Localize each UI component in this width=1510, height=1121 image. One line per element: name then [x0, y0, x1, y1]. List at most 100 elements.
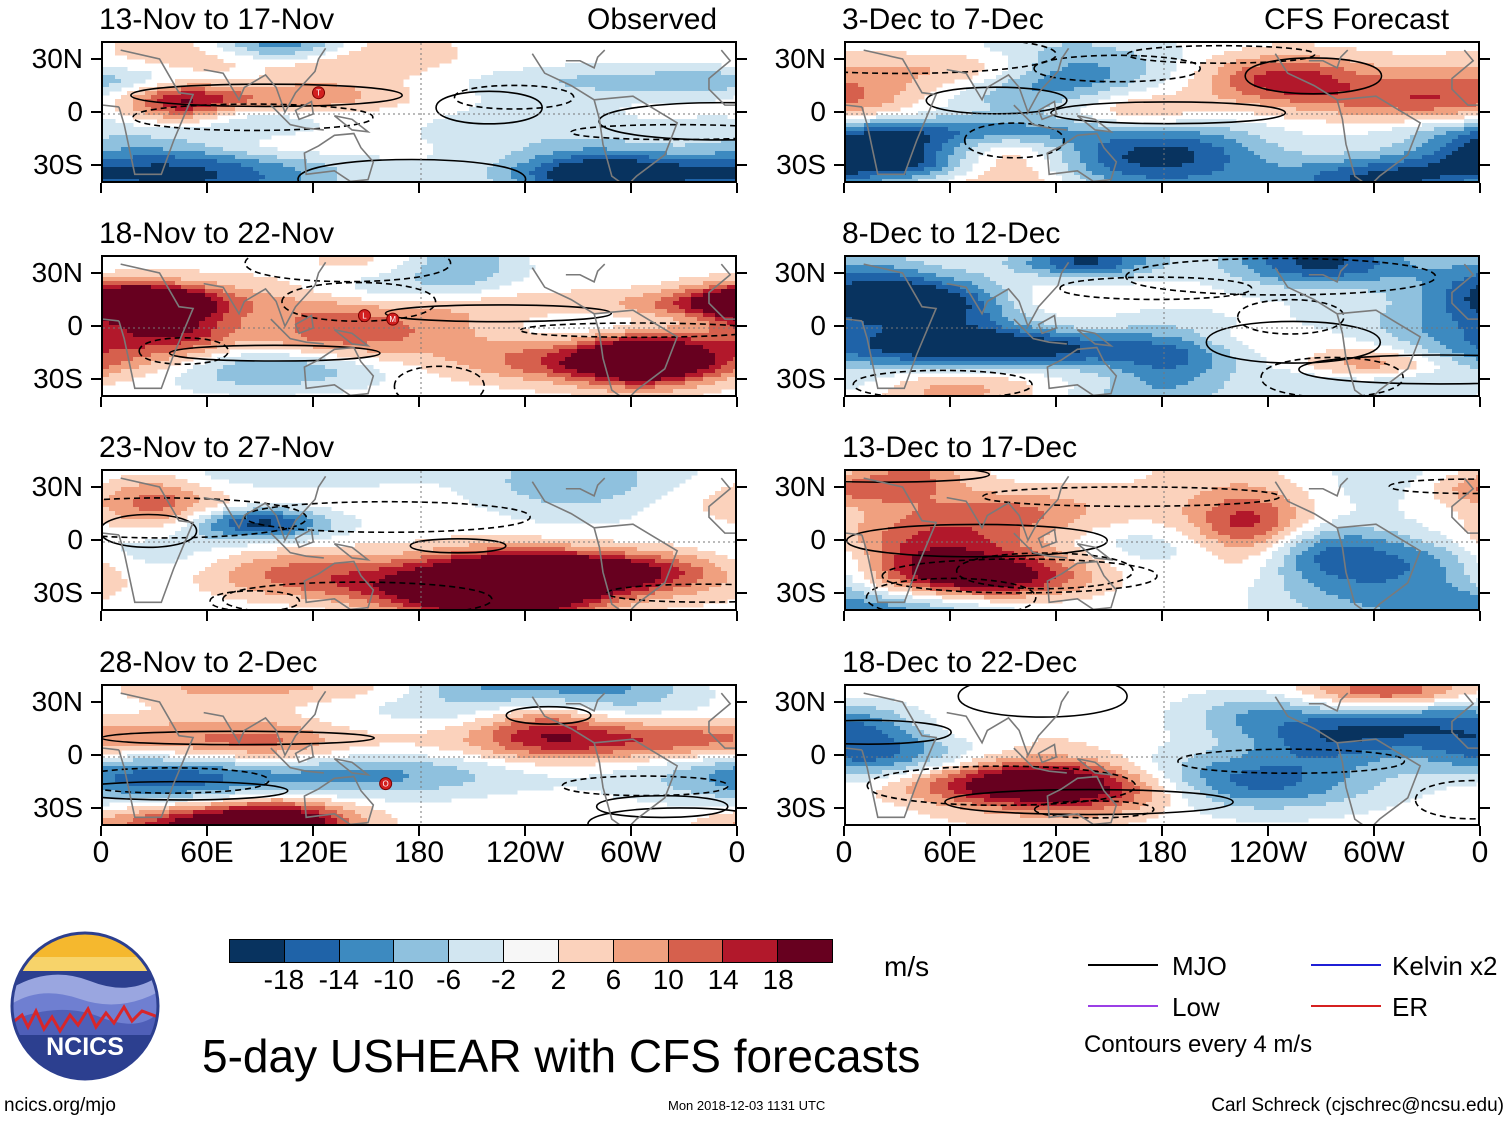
map-panel-5	[844, 41, 1480, 183]
lon-tick	[630, 611, 632, 621]
mjo-contour	[944, 788, 1234, 816]
lat-tick	[737, 378, 747, 381]
lat-tick	[737, 164, 747, 167]
map-panel-7	[844, 469, 1480, 611]
mjo-contour	[606, 583, 735, 603]
legend-swatch-low	[1088, 1005, 1158, 1007]
lon-tick	[949, 183, 951, 193]
mjo-contour	[865, 577, 1037, 609]
lon-tick	[418, 611, 420, 621]
lon-tick	[949, 826, 951, 836]
lat-tick	[834, 700, 844, 703]
lon-tick	[843, 183, 845, 193]
mjo-contour	[595, 795, 729, 819]
colorbar-swatch-6	[558, 940, 614, 962]
lat-label-0: 0	[13, 526, 83, 554]
lat-tick	[1480, 57, 1490, 60]
storm-id: T	[316, 89, 321, 98]
legend-label-low: Low	[1172, 994, 1220, 1020]
colorbar-label: 6	[606, 966, 622, 994]
lat-label-0: 0	[13, 312, 83, 340]
colorbar	[229, 939, 833, 963]
lon-tick	[1055, 611, 1057, 621]
lat-tick	[91, 325, 101, 327]
lon-label-120w: 120W	[1229, 838, 1307, 868]
lat-label-30n: 30N	[13, 687, 83, 716]
lat-tick	[91, 592, 101, 595]
mjo-contour	[957, 686, 1128, 718]
lon-tick	[100, 183, 102, 193]
mjo-contour	[981, 486, 1281, 508]
lat-tick	[91, 271, 101, 274]
lon-tick	[100, 397, 102, 407]
panel-period-1: 13-Nov to 17-Nov	[99, 5, 334, 35]
lat-tick	[834, 325, 844, 327]
colorbar-swatch-10	[778, 940, 832, 962]
colorbar-swatch-3	[394, 940, 450, 962]
shading-field	[103, 686, 735, 824]
panel-period-3: 23-Nov to 27-Nov	[99, 433, 334, 463]
map-panel-3	[101, 469, 737, 611]
lat-tick	[737, 700, 747, 703]
lon-tick	[524, 611, 526, 621]
lat-tick	[1480, 271, 1490, 274]
observed-column-label: Observed	[587, 5, 717, 35]
lon-tick	[630, 183, 632, 193]
colorbar-label: -6	[436, 966, 461, 994]
lon-tick	[630, 397, 632, 407]
lon-tick	[949, 397, 951, 407]
lat-tick	[91, 111, 101, 113]
lon-label-0: 0	[93, 838, 110, 868]
lat-label-30s: 30S	[13, 579, 83, 607]
lon-tick	[524, 826, 526, 836]
forecast-column-label: CFS Forecast	[1264, 5, 1449, 35]
lat-tick	[834, 485, 844, 488]
lon-tick	[1161, 183, 1163, 193]
lon-tick	[206, 826, 208, 836]
lon-label-60w: 60W	[1343, 838, 1405, 868]
lat-tick	[834, 164, 844, 167]
lat-tick	[1480, 485, 1490, 488]
storm-marker-l: L	[357, 309, 371, 323]
mjo-contour	[1414, 779, 1478, 820]
lat-tick	[834, 539, 844, 541]
lat-tick	[1480, 754, 1490, 756]
lat-label-30n: 30N	[13, 472, 83, 501]
panel-period-2: 18-Nov to 22-Nov	[99, 219, 334, 249]
lon-tick	[1479, 183, 1481, 193]
panel-period-8: 18-Dec to 22-Dec	[842, 648, 1077, 678]
panel-period-5: 3-Dec to 7-Dec	[842, 5, 1044, 35]
storm-marker-t: T	[312, 86, 326, 100]
colorbar-swatch-2	[339, 940, 395, 962]
storm-id: L	[362, 312, 367, 321]
lon-tick	[1267, 826, 1269, 836]
shading-field	[846, 471, 1478, 609]
lat-tick	[834, 378, 844, 381]
legend-swatch-mjo	[1088, 964, 1158, 966]
legend-label-mjo: MJO	[1172, 953, 1227, 979]
footer-timestamp: Mon 2018-12-03 1131 UTC	[668, 1098, 825, 1113]
lon-tick	[1267, 183, 1269, 193]
storm-marker-o: O	[379, 777, 393, 791]
lon-tick	[206, 611, 208, 621]
shading-field	[103, 471, 735, 609]
colorbar-swatch-1	[284, 940, 340, 962]
mjo-contour	[1298, 354, 1478, 385]
mjo-contour	[846, 719, 953, 745]
mjo-contour	[846, 523, 1108, 558]
lat-tick	[1480, 325, 1490, 327]
lat-tick	[737, 592, 747, 595]
legend-swatch-kelvin	[1311, 964, 1381, 966]
ncics-logo: NCICS	[10, 931, 160, 1081]
colorbar-swatch-7	[613, 940, 669, 962]
mjo-contour	[587, 807, 735, 824]
map-panel-4: O	[101, 684, 737, 826]
lat-tick	[834, 754, 844, 756]
shading-field	[846, 686, 1478, 824]
mjo-contour	[409, 538, 507, 554]
colorbar-swatch-5	[504, 940, 559, 962]
lat-tick	[1480, 111, 1490, 113]
colorbar-swatch-0	[230, 940, 285, 962]
lon-tick	[843, 611, 845, 621]
logo-text: NCICS	[46, 1033, 124, 1061]
